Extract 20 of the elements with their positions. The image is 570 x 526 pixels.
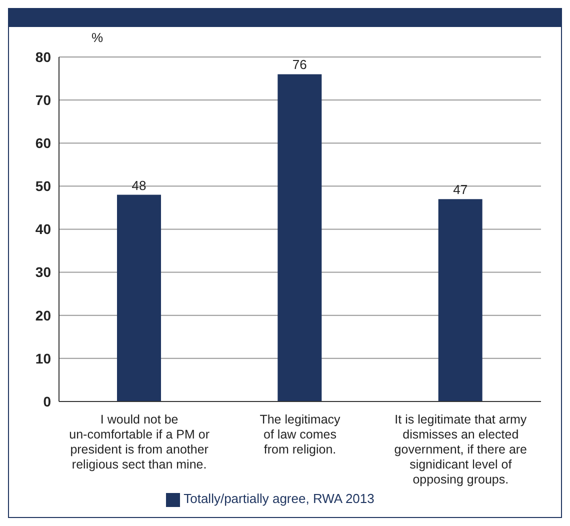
y-tick-label: 40 xyxy=(35,221,52,238)
y-tick-label: 10 xyxy=(35,350,52,366)
x-tick-label: The legitimacy of law comes from religion. xyxy=(260,412,342,456)
y-tick-label: 50 xyxy=(35,178,52,194)
data-label: 76 xyxy=(292,57,307,72)
x-tick-label: It is legitimate that army dismisses an elected government, if there are signidicant level of opposing groups. xyxy=(394,412,528,486)
bar xyxy=(117,194,161,402)
y-tick-label: 70 xyxy=(35,92,52,108)
data-label: 47 xyxy=(453,182,468,198)
y-tick-label: 80 xyxy=(35,48,52,65)
y-tick-label: 60 xyxy=(35,135,52,152)
data-label: 48 xyxy=(132,178,146,193)
bar xyxy=(438,199,482,402)
x-tick-label: I would not be un-comfortable if a PM or president is from another religious sect than mine. xyxy=(69,412,210,472)
y-tick-label: 30 xyxy=(35,264,52,280)
legend-label: Totally/partially agree, RWA 2013 xyxy=(184,491,374,506)
y-tick-label: 0 xyxy=(43,393,52,410)
y-tick-label: 20 xyxy=(35,307,52,324)
y-axis-title: % xyxy=(91,30,104,46)
bar xyxy=(278,74,322,402)
